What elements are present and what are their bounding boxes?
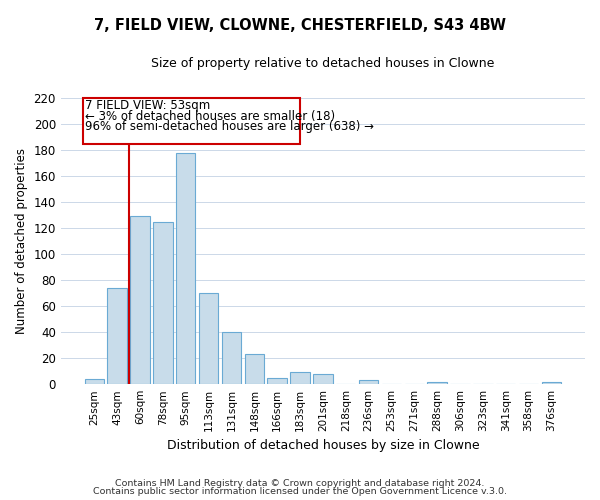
Text: Contains public sector information licensed under the Open Government Licence v.: Contains public sector information licen… (93, 487, 507, 496)
Y-axis label: Number of detached properties: Number of detached properties (15, 148, 28, 334)
Bar (153, 222, 173, 384)
Bar (313, 374, 332, 384)
Bar (222, 332, 241, 384)
Bar (107, 288, 127, 384)
Bar (199, 293, 218, 384)
Bar (542, 382, 561, 384)
Bar (130, 216, 150, 384)
Bar (268, 378, 287, 384)
Text: 96% of semi-detached houses are larger (638) →: 96% of semi-detached houses are larger (… (85, 120, 374, 133)
Text: 7, FIELD VIEW, CLOWNE, CHESTERFIELD, S43 4BW: 7, FIELD VIEW, CLOWNE, CHESTERFIELD, S43… (94, 18, 506, 32)
Text: Contains HM Land Registry data © Crown copyright and database right 2024.: Contains HM Land Registry data © Crown c… (115, 478, 485, 488)
X-axis label: Distribution of detached houses by size in Clowne: Distribution of detached houses by size … (167, 440, 479, 452)
Title: Size of property relative to detached houses in Clowne: Size of property relative to detached ho… (151, 58, 494, 70)
Bar (427, 382, 447, 384)
Bar (85, 379, 104, 384)
Bar (245, 354, 264, 384)
Text: ← 3% of detached houses are smaller (18): ← 3% of detached houses are smaller (18) (85, 110, 335, 123)
Text: 7 FIELD VIEW: 53sqm: 7 FIELD VIEW: 53sqm (85, 100, 211, 112)
FancyBboxPatch shape (83, 98, 300, 144)
Bar (359, 380, 379, 384)
Bar (290, 372, 310, 384)
Bar (176, 152, 196, 384)
